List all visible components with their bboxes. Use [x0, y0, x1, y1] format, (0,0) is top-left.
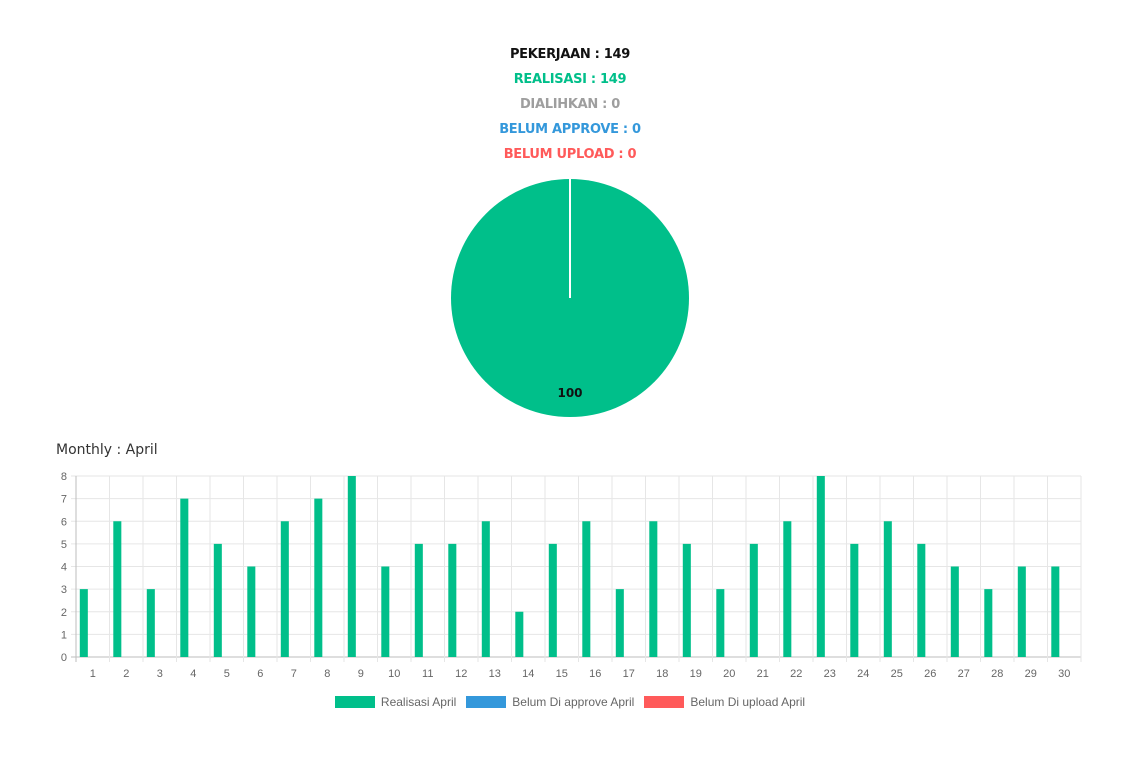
bar-realisasi-april[interactable] [582, 521, 591, 657]
legend-item[interactable]: Belum Di approve April [466, 695, 634, 709]
x-tick-label: 21 [757, 668, 769, 680]
y-tick-label: 3 [61, 584, 67, 596]
legend-swatch [334, 696, 375, 708]
chart-legend: Realisasi April Belum Di approve April Bel… [0, 695, 1140, 709]
legend-item[interactable]: Belum Di upload April [644, 695, 805, 709]
y-tick-label: 4 [61, 562, 67, 574]
x-tick-label: 24 [857, 668, 869, 680]
legend-swatch [466, 696, 507, 708]
bar-realisasi-april[interactable] [213, 543, 222, 657]
bar-realisasi-april[interactable] [113, 521, 122, 657]
legend-label: Realisasi April [380, 695, 457, 709]
bar-realisasi-april[interactable] [347, 476, 356, 657]
x-tick-label: 3 [157, 668, 163, 680]
bar-realisasi-april[interactable] [917, 543, 926, 657]
bar-realisasi-april[interactable] [615, 589, 624, 657]
realisasi-count: REALISASI : 149 [513, 72, 627, 87]
x-tick-label: 17 [623, 668, 635, 680]
summary-stats: PEKERJAAN : 149 REALISASI : 149 DIALIHKA… [0, 42, 1140, 167]
x-tick-label: 6 [257, 668, 263, 680]
x-tick-label: 27 [958, 668, 970, 680]
x-tick-label: 16 [589, 668, 601, 680]
x-tick-label: 2 [123, 668, 129, 680]
pie-chart: 100 [451, 179, 689, 417]
x-tick-label: 12 [455, 668, 467, 680]
bar-realisasi-april[interactable] [816, 476, 825, 657]
x-tick-label: 8 [324, 668, 330, 680]
bar-realisasi-april[interactable] [850, 543, 859, 657]
y-tick-label: 1 [61, 629, 67, 641]
bar-realisasi-april[interactable] [448, 543, 457, 657]
bar-realisasi-april[interactable] [247, 566, 256, 658]
x-tick-label: 7 [291, 668, 297, 680]
bar-realisasi-april[interactable] [682, 543, 691, 657]
y-tick-label: 7 [61, 494, 67, 506]
bar-realisasi-april[interactable] [146, 589, 155, 657]
belum-upload-count: BELUM UPLOAD : 0 [503, 147, 637, 162]
x-tick-label: 29 [1025, 668, 1037, 680]
bar-realisasi-april[interactable] [79, 589, 88, 657]
bar-realisasi-april[interactable] [1017, 566, 1026, 658]
bar-realisasi-april[interactable] [314, 498, 323, 657]
x-tick-label: 28 [991, 668, 1003, 680]
x-tick-label: 18 [656, 668, 668, 680]
legend-swatch [644, 696, 685, 708]
bar-realisasi-april[interactable] [950, 566, 959, 658]
x-tick-label: 11 [422, 668, 433, 680]
x-tick-label: 10 [388, 668, 400, 680]
x-tick-label: 25 [891, 668, 903, 680]
x-tick-label: 4 [190, 668, 196, 680]
y-tick-label: 5 [61, 539, 67, 551]
bar-realisasi-april[interactable] [180, 498, 189, 657]
x-tick-label: 22 [790, 668, 802, 680]
bar-realisasi-april[interactable] [749, 543, 758, 657]
x-tick-label: 13 [489, 668, 501, 680]
bar-realisasi-april[interactable] [481, 521, 490, 657]
bar-realisasi-april[interactable] [883, 521, 892, 657]
bar-realisasi-april[interactable] [280, 521, 289, 657]
bar-realisasi-april[interactable] [783, 521, 792, 657]
x-tick-label: 1 [90, 668, 96, 680]
x-tick-label: 20 [723, 668, 735, 680]
monthly-title: Monthly : April [56, 442, 158, 458]
pekerjaan-count: PEKERJAAN : 149 [509, 47, 631, 62]
y-tick-label: 2 [61, 607, 67, 619]
legend-label: Belum Di approve April [512, 695, 635, 709]
legend-item[interactable]: Realisasi April [334, 695, 457, 709]
bar-realisasi-april[interactable] [548, 543, 557, 657]
bar-realisasi-april[interactable] [984, 589, 993, 657]
bar-realisasi-april[interactable] [515, 611, 524, 657]
x-tick-label: 26 [924, 668, 936, 680]
y-tick-label: 0 [61, 652, 67, 664]
x-tick-label: 5 [224, 668, 230, 680]
x-tick-label: 15 [556, 668, 568, 680]
bar-realisasi-april[interactable] [649, 521, 658, 657]
bar-realisasi-april[interactable] [381, 566, 390, 658]
x-tick-label: 14 [522, 668, 534, 680]
y-tick-label: 8 [61, 471, 67, 483]
x-tick-label: 19 [690, 668, 702, 680]
x-tick-label: 9 [358, 668, 364, 680]
y-tick-label: 6 [61, 516, 67, 528]
x-tick-label: 23 [824, 668, 836, 680]
x-tick-label: 30 [1058, 668, 1070, 680]
legend-label: Belum Di upload April [690, 695, 806, 709]
belum-approve-count: BELUM APPROVE : 0 [499, 122, 641, 137]
bar-realisasi-april[interactable] [716, 589, 725, 657]
dialihkan-count: DIALIHKAN : 0 [519, 97, 621, 112]
bar-realisasi-april[interactable] [414, 543, 423, 657]
pie-slice-label: 100 [557, 386, 582, 400]
bar-realisasi-april[interactable] [1051, 566, 1060, 658]
